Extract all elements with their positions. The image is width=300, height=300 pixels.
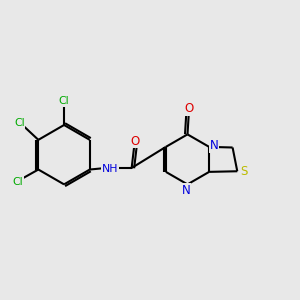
Text: O: O: [130, 135, 140, 148]
Text: N: N: [210, 139, 218, 152]
Text: Cl: Cl: [14, 118, 25, 128]
Text: NH: NH: [102, 164, 119, 174]
Text: N: N: [182, 184, 190, 196]
Text: Cl: Cl: [59, 96, 69, 106]
Text: Cl: Cl: [12, 177, 23, 187]
Text: O: O: [185, 102, 194, 115]
Text: S: S: [240, 165, 247, 178]
